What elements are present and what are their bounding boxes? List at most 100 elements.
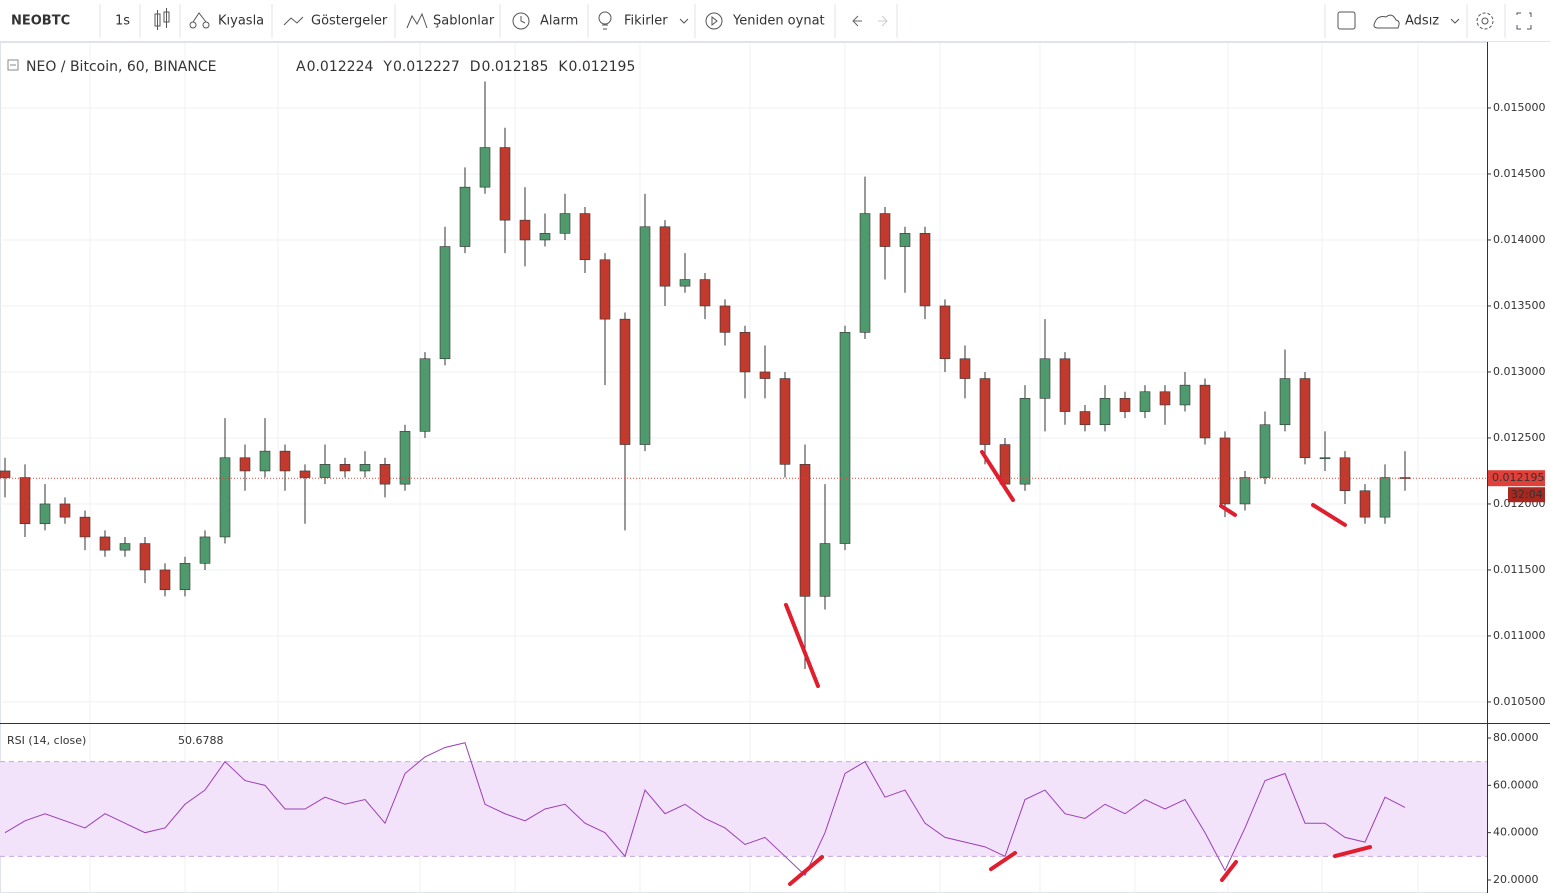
candle-body [919, 233, 931, 307]
candle-body [279, 450, 291, 472]
candle-body [1079, 411, 1091, 426]
candle-body [1319, 457, 1331, 460]
candle-body [599, 259, 611, 320]
candle-body [519, 219, 531, 241]
candle-body [679, 279, 691, 287]
indicators-icon[interactable] [283, 16, 304, 26]
candle-body [1099, 398, 1111, 426]
candle-body [99, 536, 111, 551]
candle-body [479, 147, 491, 188]
ideas-button[interactable]: Fikirler [624, 14, 668, 29]
candle-body [939, 305, 951, 360]
legend-value: 0.012224 [307, 59, 374, 75]
alarm-icon[interactable] [512, 12, 530, 30]
ohlc-legend: A 0.012224 Y 0.012227 D 0.012185 K 0.012195 [296, 59, 635, 75]
y-tick-label: 60.0000 [1493, 778, 1539, 791]
candle-body [879, 213, 891, 247]
candle-body [759, 371, 771, 379]
templates-button[interactable]: Şablonlar [433, 14, 495, 29]
ideas-dropdown[interactable] [679, 18, 689, 24]
candle-body [619, 318, 631, 445]
candle-body [1199, 384, 1211, 439]
candle-body [579, 213, 591, 261]
y-tick-label: 0.011000 [1493, 629, 1546, 642]
ideas-icon[interactable] [598, 11, 612, 30]
candle-body [959, 358, 971, 379]
last-price-box [1488, 470, 1545, 487]
interval[interactable]: 1s [115, 14, 130, 29]
legend-value: 0.012185 [482, 59, 549, 75]
layout-name[interactable]: Adsız [1405, 14, 1439, 29]
candle-body [1159, 391, 1171, 406]
symbol-title: NEO / Bitcoin, 60, BINANCE [26, 59, 216, 75]
marks [0, 81, 1545, 887]
select-button[interactable] [1337, 11, 1356, 30]
candle-body [1139, 391, 1151, 412]
candle-body [1299, 378, 1311, 459]
candle-body [1219, 437, 1231, 505]
candle-body [319, 464, 331, 478]
alarm-button[interactable]: Alarm [540, 14, 578, 29]
symbol[interactable]: NEOBTC [11, 14, 70, 29]
countdown-label: 32:04 [1511, 488, 1543, 501]
candle-body [539, 233, 551, 241]
candle-body [659, 226, 671, 287]
rsi-band [0, 761, 1487, 857]
divergence-line [784, 602, 820, 688]
replay-button[interactable]: Yeniden oynat [732, 14, 825, 29]
candle-body [399, 431, 411, 485]
undo-button[interactable] [852, 15, 862, 27]
candle-body [459, 186, 471, 247]
templates-icon[interactable] [406, 12, 428, 29]
candle-body [79, 516, 91, 538]
candle-body [159, 569, 171, 591]
compare-button[interactable]: Kıyasla [218, 14, 264, 29]
layout-dropdown[interactable] [1450, 18, 1460, 24]
candle-body [339, 464, 351, 472]
toolbar [0, 0, 1550, 42]
candle-body [259, 450, 271, 472]
candle-body [439, 246, 451, 360]
fullscreen-button[interactable] [1516, 12, 1532, 30]
y-tick-label: 20.0000 [1493, 873, 1539, 886]
divergence-line [1311, 503, 1347, 527]
y-tick-label: 0.010500 [1493, 695, 1546, 708]
candle-body [719, 305, 731, 333]
divergence-line [1220, 860, 1238, 882]
chart-type-icon[interactable] [154, 8, 170, 30]
redo-button[interactable] [878, 15, 888, 27]
indicators-button[interactable]: Göstergeler [311, 14, 388, 29]
compare-icon[interactable] [189, 12, 210, 29]
candle-body [419, 358, 431, 432]
candle-body [0, 470, 11, 478]
candle-body [1039, 358, 1051, 399]
candle-body [1059, 358, 1071, 412]
countdown-box [1508, 487, 1545, 503]
y-tick-label: 0.014500 [1493, 167, 1546, 180]
y-tick-label: 0.015000 [1493, 101, 1546, 114]
cloud-icon[interactable] [1373, 14, 1400, 29]
legend-value: 0.012195 [569, 59, 636, 75]
divergence-line [980, 449, 1015, 502]
candle-body [1379, 477, 1391, 518]
candle-body [639, 226, 651, 445]
candle-body [499, 147, 511, 221]
candle-body [299, 470, 311, 478]
candle-body [39, 503, 51, 525]
candle-body [779, 378, 791, 465]
replay-icon[interactable] [705, 12, 723, 30]
collapse-icon[interactable] [7, 59, 19, 71]
candle-body [179, 563, 191, 591]
y-tick-label: 0.011500 [1493, 563, 1546, 576]
rsi-title: RSI (14, close) [7, 734, 86, 747]
candle-body [139, 543, 151, 571]
y-tick-label: 80.0000 [1493, 731, 1539, 744]
rsi-value: 50.6788 [178, 734, 224, 747]
y-tick-label: 0.014000 [1493, 233, 1546, 246]
settings-button[interactable] [1476, 12, 1494, 30]
candle-body [119, 543, 131, 551]
divergence-line [1333, 845, 1372, 859]
divergence-line [788, 855, 824, 887]
